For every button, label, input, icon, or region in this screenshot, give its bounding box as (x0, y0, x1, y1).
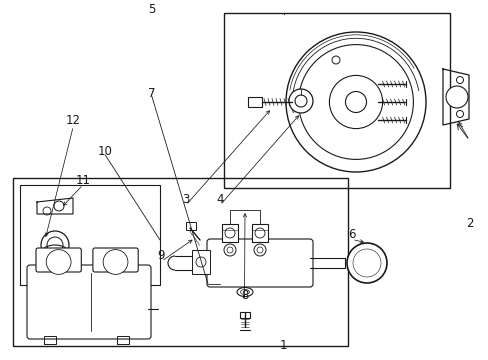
Text: 10: 10 (98, 145, 112, 158)
Circle shape (346, 243, 386, 283)
Circle shape (445, 86, 467, 108)
FancyBboxPatch shape (93, 248, 138, 272)
Circle shape (257, 247, 263, 253)
Text: 9: 9 (157, 249, 165, 262)
Circle shape (41, 231, 69, 259)
Circle shape (253, 244, 265, 256)
Circle shape (352, 249, 380, 277)
Bar (185, 222, 196, 230)
Circle shape (47, 237, 63, 253)
Circle shape (224, 244, 236, 256)
Circle shape (54, 201, 64, 211)
Circle shape (288, 89, 312, 113)
Text: 2: 2 (465, 217, 472, 230)
Circle shape (285, 32, 425, 172)
Circle shape (254, 228, 264, 238)
Circle shape (224, 228, 235, 238)
Text: 11: 11 (76, 174, 90, 186)
FancyBboxPatch shape (206, 239, 312, 287)
Text: 7: 7 (147, 87, 155, 100)
Text: 4: 4 (216, 193, 224, 206)
Bar (20, 185, 160, 285)
Circle shape (298, 45, 412, 159)
Text: 6: 6 (347, 228, 355, 240)
Ellipse shape (240, 289, 249, 294)
Circle shape (329, 75, 382, 129)
Circle shape (43, 207, 51, 215)
FancyBboxPatch shape (36, 248, 81, 272)
Text: 3: 3 (182, 193, 189, 206)
Circle shape (103, 249, 128, 274)
Bar (117, 336, 129, 344)
Bar (192, 250, 209, 274)
Bar (251, 224, 267, 242)
Circle shape (46, 249, 71, 274)
Circle shape (294, 95, 306, 107)
Bar (247, 97, 262, 107)
Bar (13, 178, 347, 346)
Bar (222, 224, 238, 242)
FancyBboxPatch shape (27, 265, 151, 339)
Circle shape (456, 77, 463, 84)
Circle shape (345, 91, 366, 113)
Bar (44, 336, 56, 344)
Text: 8: 8 (240, 289, 248, 302)
Bar (224, 13, 449, 188)
Circle shape (226, 247, 232, 253)
Text: 12: 12 (66, 114, 81, 127)
Ellipse shape (237, 288, 252, 297)
Circle shape (196, 257, 205, 267)
Circle shape (331, 56, 339, 64)
Text: 5: 5 (147, 3, 155, 15)
Circle shape (456, 111, 463, 117)
Text: 1: 1 (279, 339, 287, 352)
Bar (240, 312, 249, 318)
